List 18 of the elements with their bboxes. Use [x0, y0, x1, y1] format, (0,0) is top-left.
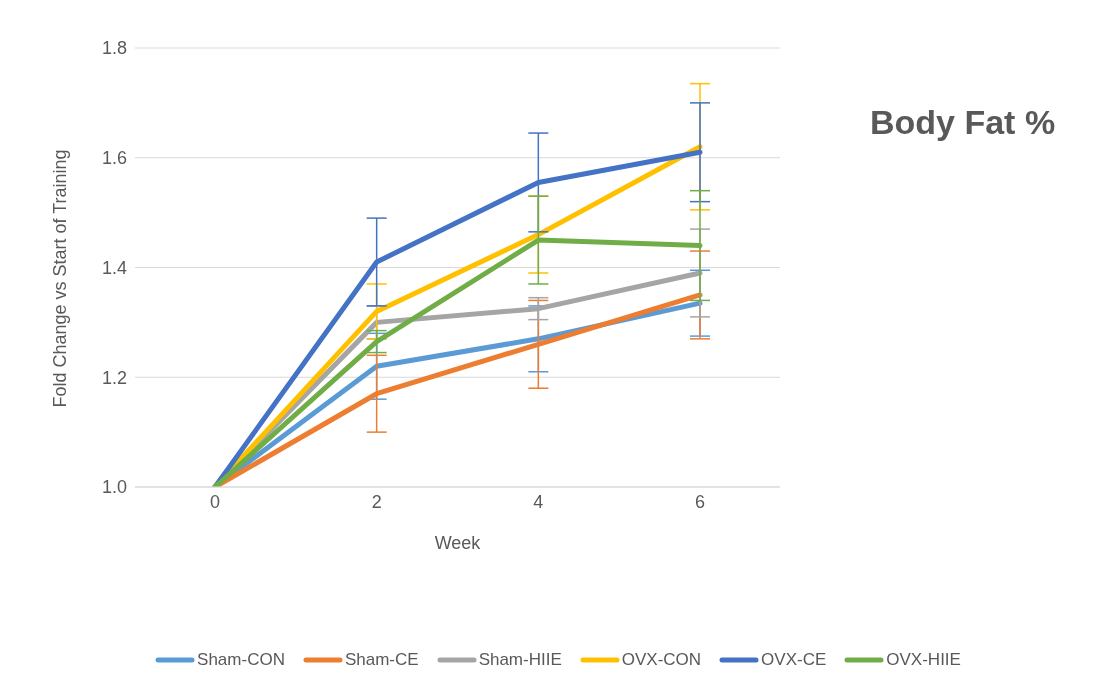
- legend-label: OVX-CON: [621, 650, 702, 670]
- y-tick-label: 1.6: [101, 148, 127, 169]
- y-tick-label: 1.0: [101, 477, 127, 498]
- y-tick-label: 1.4: [101, 257, 127, 278]
- legend-label: Sham-CON: [197, 650, 285, 670]
- legend-label: OVX-CE: [761, 650, 827, 670]
- x-tick-label: 4: [533, 491, 544, 512]
- legend-label: Sham-CE: [344, 650, 419, 670]
- x-tick-label: 2: [371, 491, 382, 512]
- x-tick-label: 6: [694, 491, 706, 512]
- legend-label: Sham-HIIE: [478, 650, 562, 670]
- y-tick-label: 1.2: [101, 367, 127, 388]
- text: Body Fat %: [870, 103, 1056, 142]
- x-tick-label: 0: [209, 491, 221, 512]
- y-axis-title: Fold Change vs Start of Training: [50, 149, 71, 408]
- y-tick-label: 1.8: [101, 38, 127, 59]
- legend-label: OVX-HIIE: [886, 650, 961, 670]
- x-axis-title: Week: [434, 533, 482, 553]
